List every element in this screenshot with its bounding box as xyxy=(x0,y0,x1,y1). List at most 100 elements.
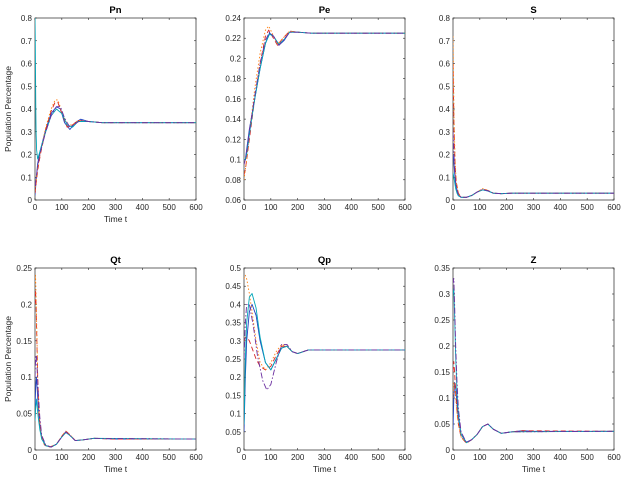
x-tick-label: 200 xyxy=(291,203,305,212)
series-group xyxy=(35,274,196,448)
x-tick-label: 200 xyxy=(291,453,305,462)
chart-panel-0: 0 100 200 300 400 500 600 0 0.1 0.2 0.3 0.4 0.5 0.6 0.… xyxy=(3,5,203,224)
y-tick-label: 0 xyxy=(237,446,242,455)
y-tick-label: 0.6 xyxy=(21,60,33,69)
y-tick-label: 0 xyxy=(446,446,451,455)
plot-area xyxy=(452,267,615,451)
y-tick-label: 0.2 xyxy=(21,300,33,309)
series-line-1 xyxy=(244,29,405,175)
y-tick-label: 0.05 xyxy=(16,410,32,419)
series-line-4 xyxy=(35,354,196,448)
y-tick-label: 0.7 xyxy=(439,37,451,46)
y-axis-label: Population Percentage xyxy=(3,316,13,402)
chart-title: Pn xyxy=(109,5,121,16)
y-tick-label: 0.15 xyxy=(434,368,450,377)
y-tick-label: 0.2 xyxy=(230,373,242,382)
chart-panel-3: 0 100 200 300 400 500 600 0 0.05 0.1 0.15 0.2 0.25 Qt… xyxy=(3,255,203,474)
x-tick-label: 0 xyxy=(242,453,247,462)
y-tick-label: 0 xyxy=(28,446,33,455)
y-tick-label: 0.25 xyxy=(225,355,241,364)
x-axis-label: Time t xyxy=(313,464,337,474)
y-tick-label: 0.3 xyxy=(230,337,242,346)
plot-area xyxy=(243,17,406,201)
x-tick-label: 500 xyxy=(162,203,176,212)
x-tick-label: 100 xyxy=(264,203,278,212)
chart-title: Qt xyxy=(110,255,121,266)
x-axis-label: Time t xyxy=(104,464,128,474)
y-tick-label: 0.2 xyxy=(230,54,242,63)
y-tick-label: 0.18 xyxy=(225,75,241,84)
plot-area xyxy=(34,267,197,451)
x-tick-label: 500 xyxy=(371,203,385,212)
x-tick-label: 300 xyxy=(109,453,123,462)
y-tick-label: 0.1 xyxy=(21,373,33,382)
y-tick-label: 0.12 xyxy=(225,135,241,144)
y-tick-label: 0.4 xyxy=(230,300,242,309)
x-tick-label: 600 xyxy=(189,453,203,462)
x-tick-label: 600 xyxy=(398,453,412,462)
y-tick-label: 0.6 xyxy=(439,60,451,69)
x-tick-label: 100 xyxy=(55,453,69,462)
x-tick-label: 400 xyxy=(345,453,359,462)
x-tick-label: 200 xyxy=(500,453,514,462)
y-tick-label: 0.14 xyxy=(225,115,241,124)
y-tick-label: 0.7 xyxy=(21,37,33,46)
series-line-1 xyxy=(244,336,405,371)
x-tick-label: 200 xyxy=(82,453,96,462)
y-tick-label: 0.05 xyxy=(225,428,241,437)
y-tick-label: 0.2 xyxy=(21,151,33,160)
y-tick-label: 0.1 xyxy=(439,394,451,403)
y-tick-label: 0.16 xyxy=(225,95,241,104)
y-tick-label: 0 xyxy=(28,196,33,205)
x-tick-label: 0 xyxy=(33,203,38,212)
x-tick-label: 0 xyxy=(242,203,247,212)
y-tick-label: 0.1 xyxy=(230,410,242,419)
x-tick-label: 100 xyxy=(55,203,69,212)
y-axis-label: Population Percentage xyxy=(3,66,13,152)
y-tick-label: 0.06 xyxy=(225,196,241,205)
series-group xyxy=(244,25,405,180)
plot-area xyxy=(34,17,197,201)
y-tick-label: 0 xyxy=(446,196,451,205)
series-group xyxy=(244,274,405,432)
x-tick-label: 500 xyxy=(162,453,176,462)
chart-panel-2: 0 100 200 300 400 500 600 0 0.1 0.2 0.3 0.4 0.5 0.6 0.… xyxy=(439,5,621,212)
x-tick-label: 600 xyxy=(398,203,412,212)
x-tick-label: 100 xyxy=(473,203,487,212)
y-tick-label: 0.08 xyxy=(225,176,241,185)
y-tick-label: 0.45 xyxy=(225,282,241,291)
x-tick-label: 300 xyxy=(527,203,541,212)
x-tick-label: 200 xyxy=(500,203,514,212)
chart-title: S xyxy=(530,5,536,16)
x-tick-label: 0 xyxy=(451,203,456,212)
chart-title: Qp xyxy=(318,255,331,266)
series-line-4 xyxy=(244,303,405,391)
x-tick-label: 100 xyxy=(264,453,278,462)
y-tick-label: 0.8 xyxy=(439,14,451,23)
y-tick-label: 0.1 xyxy=(21,173,33,182)
y-tick-label: 0.4 xyxy=(439,105,451,114)
chart-title: Z xyxy=(531,255,537,266)
y-tick-label: 0.35 xyxy=(225,319,241,328)
y-tick-label: 0.15 xyxy=(16,337,32,346)
y-tick-label: 0.8 xyxy=(21,14,33,23)
y-tick-label: 0.35 xyxy=(434,264,450,273)
x-tick-label: 600 xyxy=(607,203,621,212)
series-line-4 xyxy=(453,131,614,198)
chart-panel-5: 0 100 200 300 400 500 600 0 0.05 0.1 0.15 0.2 0.25 0.… xyxy=(434,255,621,474)
x-tick-label: 400 xyxy=(345,203,359,212)
x-tick-label: 600 xyxy=(189,203,203,212)
x-axis-label: Time t xyxy=(522,464,546,474)
x-tick-label: 300 xyxy=(318,203,332,212)
y-tick-label: 0.5 xyxy=(230,264,242,273)
series-group xyxy=(453,277,614,444)
x-tick-label: 600 xyxy=(607,453,621,462)
x-tick-label: 400 xyxy=(136,453,150,462)
series-line-3 xyxy=(35,18,196,160)
x-tick-label: 200 xyxy=(82,203,96,212)
plot-area xyxy=(452,17,615,201)
x-tick-label: 0 xyxy=(33,453,38,462)
series-group xyxy=(35,18,196,196)
y-tick-label: 0.05 xyxy=(434,420,450,429)
x-tick-label: 300 xyxy=(109,203,123,212)
